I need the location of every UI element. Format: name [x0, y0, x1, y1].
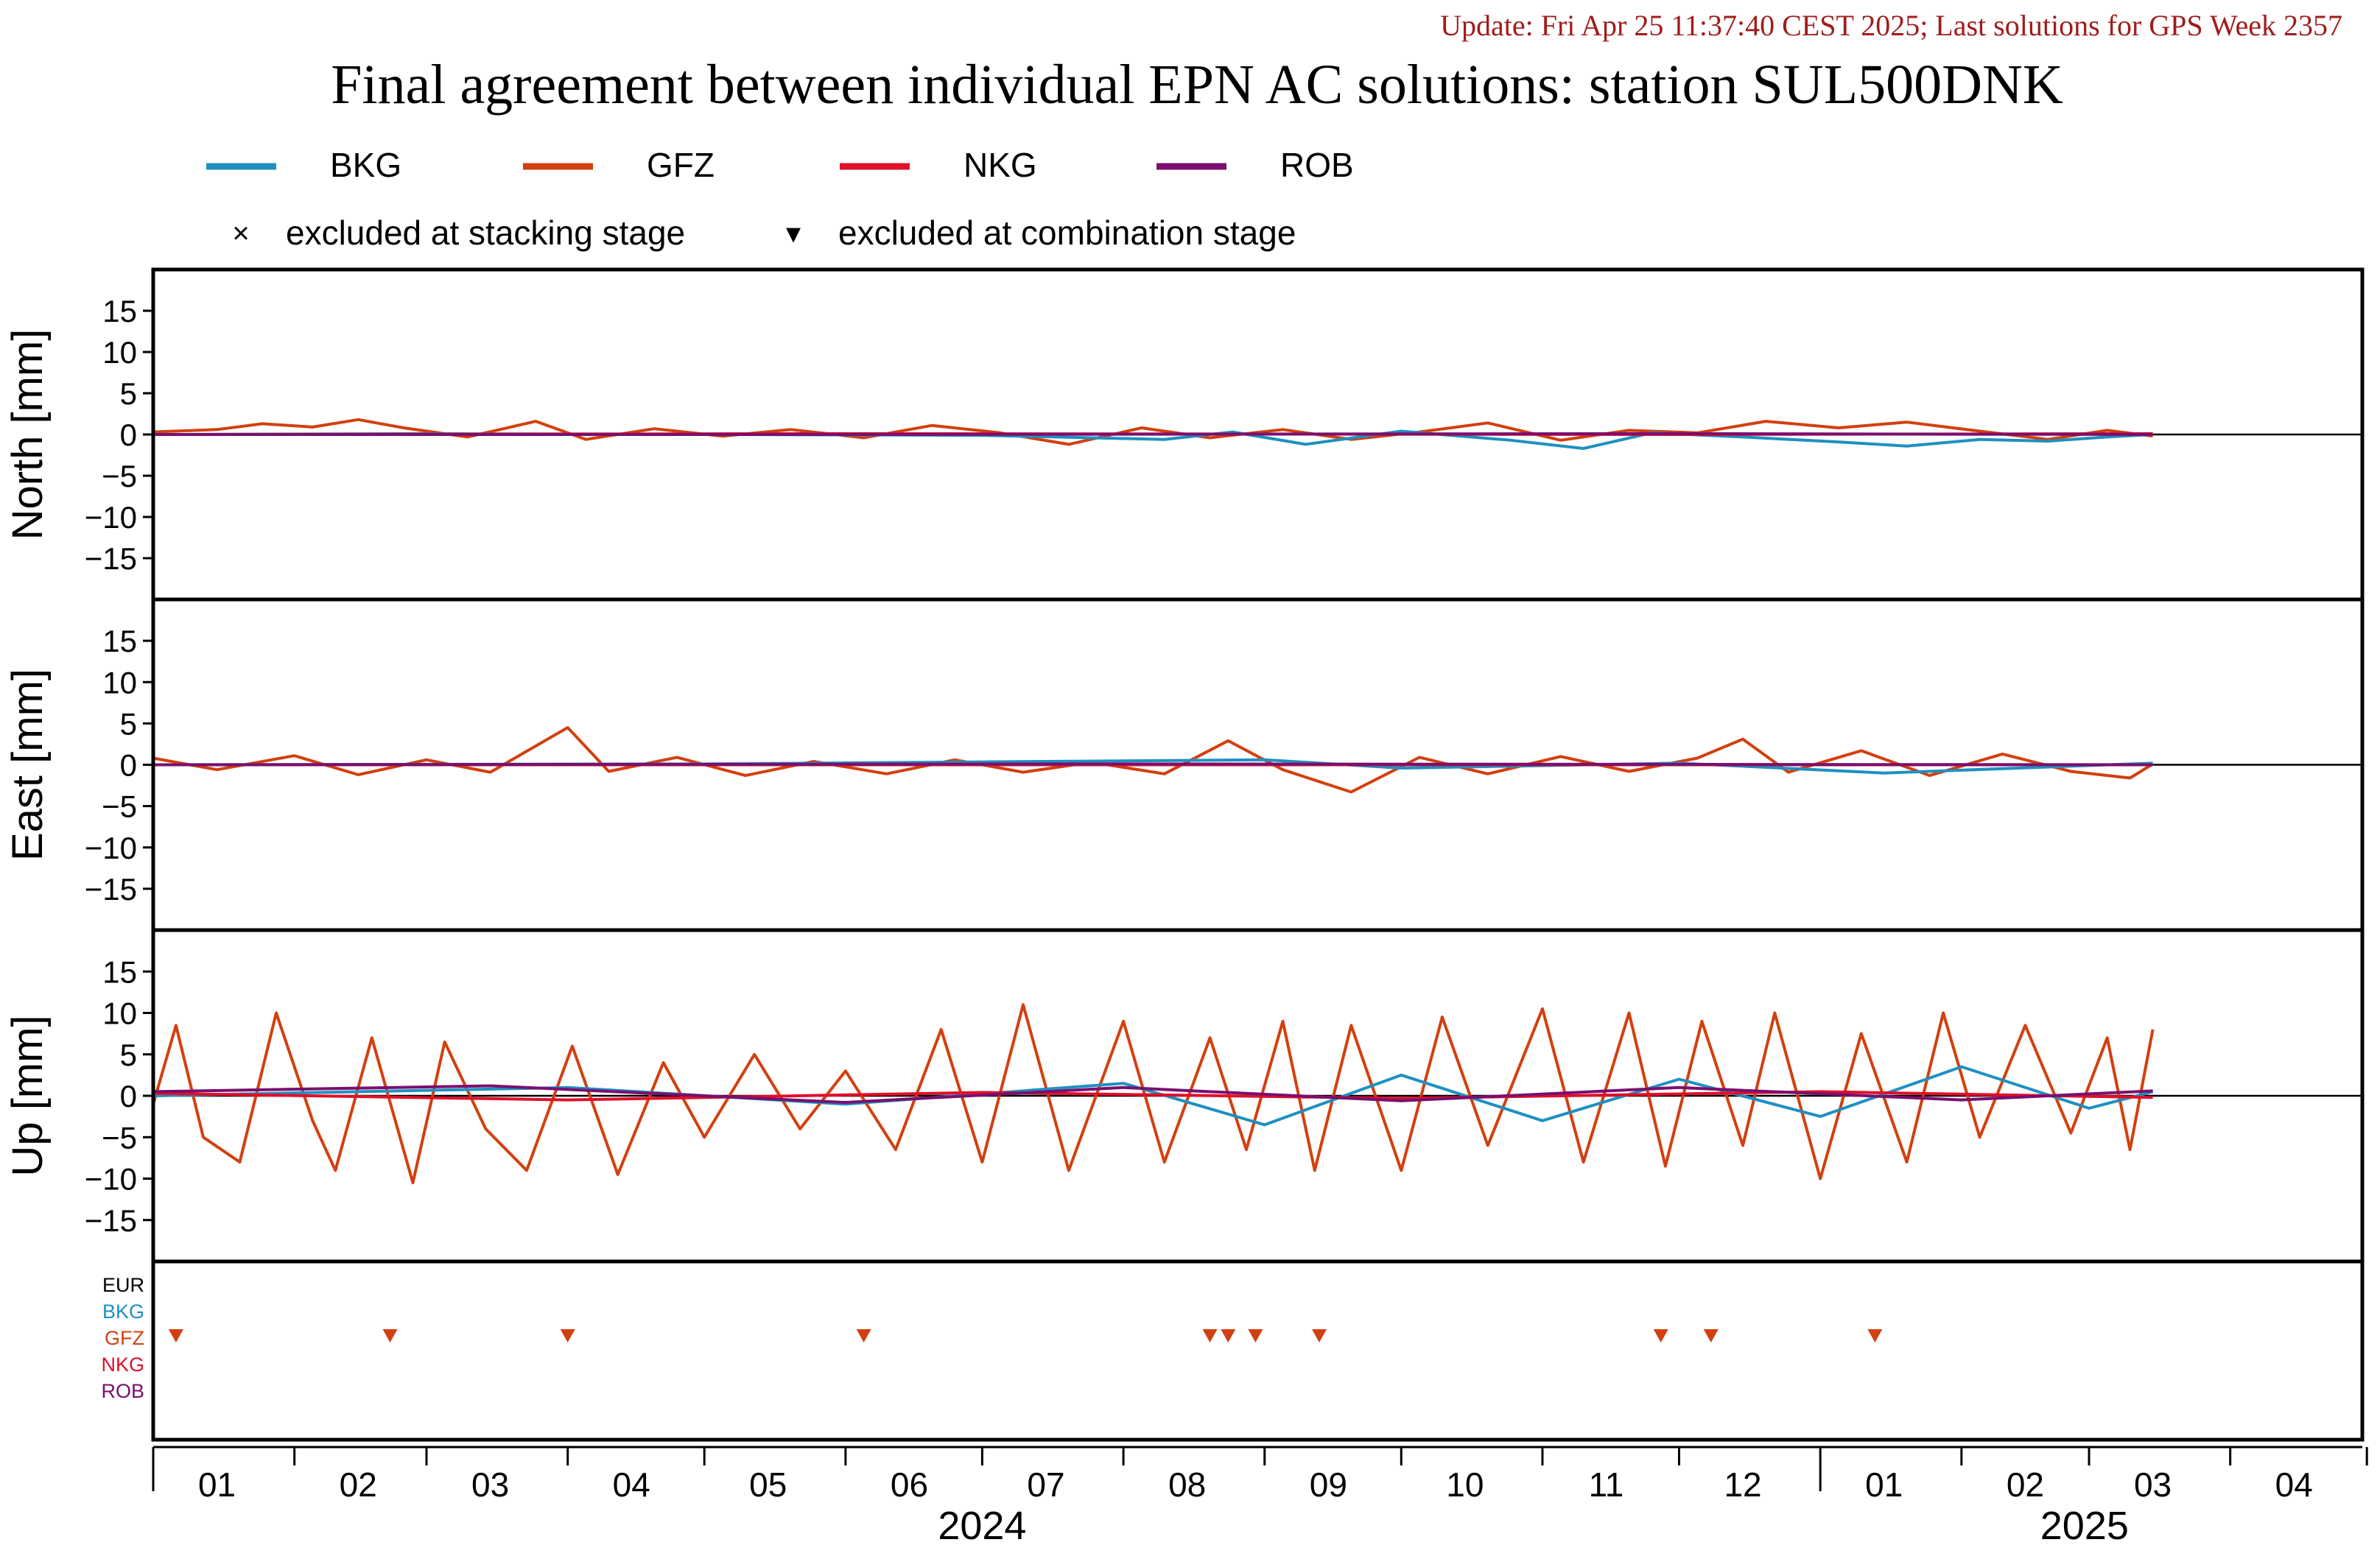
y-tick-label: −10: [85, 831, 137, 865]
chart-title: Final agreement between individual EPN A…: [331, 54, 2063, 116]
plot-panels: 15 10 5 0 −5 −10 −15 North [mm] 15 10 5 0 −5 −10 −15 Ea…: [4, 267, 2365, 1442]
panel-up: 15 10 5 0 −5 −10 −15 Up [mm]: [4, 928, 2365, 1264]
panel-east: 15 10 5 0 −5 −10 −15 East [mm]: [4, 597, 2365, 932]
legend-label-rob: ROB: [1280, 146, 1354, 184]
y-tick-label: −5: [102, 459, 137, 493]
exclusion-row-label: NKG: [101, 1354, 144, 1376]
y-axis-label: Up [mm]: [4, 1015, 52, 1176]
x-month-label: 02: [340, 1465, 377, 1504]
excluded-combination-marker: [382, 1329, 398, 1342]
y-tick-label: −10: [85, 500, 137, 535]
legend: BKG GFZ NKG ROB × excluded at stacking stage ▾…: [206, 146, 1354, 252]
excluded-combination-marker: [1311, 1329, 1327, 1342]
y-tick-label: 0: [120, 1079, 137, 1113]
y-tick-label: 0: [120, 418, 137, 452]
y-tick-label: −15: [85, 541, 137, 576]
y-tick-label: 0: [120, 748, 137, 783]
x-axis: 01 02 03 04 05 06 07 08 09 10 11 12 01 02 03 04 2024 2025: [152, 1446, 2368, 1545]
excluded-combination-marker: [560, 1329, 575, 1342]
legend-label-bkg: BKG: [330, 146, 401, 184]
x-month-label: 06: [891, 1465, 928, 1504]
x-month-label: 05: [749, 1465, 787, 1504]
legend-stacking-label: excluded at stacking stage: [286, 214, 685, 252]
y-tick-label: −5: [102, 1120, 137, 1155]
series-rob: [152, 1084, 2153, 1104]
legend-cross-icon: ×: [232, 217, 249, 250]
x-month-label: 03: [471, 1465, 509, 1504]
series-nkg: [152, 1090, 2153, 1102]
y-tick-label: 10: [102, 665, 137, 700]
panel-north: 15 10 5 0 −5 −10 −15 North [mm]: [4, 267, 2365, 602]
excluded-combination-marker: [1202, 1329, 1218, 1342]
x-month-label: 03: [2134, 1465, 2172, 1504]
legend-triangle-icon: ▾: [786, 217, 801, 250]
y-tick-label: −10: [85, 1162, 137, 1197]
x-month-label: 04: [613, 1465, 650, 1504]
y-tick-label: 5: [120, 376, 137, 411]
x-month-label: 02: [2007, 1465, 2044, 1504]
y-tick-label: −15: [85, 1203, 137, 1238]
excluded-combination-marker: [1867, 1329, 1883, 1342]
y-tick-label: −15: [85, 872, 137, 907]
y-axis-label: East [mm]: [4, 669, 52, 861]
y-tick-label: 5: [120, 1038, 137, 1072]
x-year-label: 2024: [938, 1504, 1026, 1545]
y-tick-label: 5: [120, 706, 137, 741]
update-timestamp: Update: Fri Apr 25 11:37:40 CEST 2025; L…: [1440, 9, 2342, 42]
exclusion-row-label: BKG: [102, 1301, 144, 1323]
excluded-combination-marker: [1221, 1329, 1236, 1342]
y-tick-label: 15: [102, 294, 137, 328]
legend-combination-label: excluded at combination stage: [838, 214, 1296, 252]
excluded-combination-marker: [1703, 1329, 1719, 1342]
excluded-combination-marker: [168, 1329, 183, 1342]
y-tick-label: −5: [102, 789, 137, 824]
x-month-label: 08: [1168, 1465, 1206, 1504]
x-month-label: 11: [1589, 1465, 1624, 1504]
x-month-label: 09: [1310, 1465, 1347, 1504]
y-tick-label: 10: [102, 335, 137, 370]
x-month-label: 10: [1446, 1465, 1484, 1504]
exclusions-frame: [151, 1259, 2365, 1442]
y-tick-label: 10: [102, 996, 137, 1031]
x-month-label: 07: [1027, 1465, 1064, 1504]
y-tick-label: 15: [102, 624, 137, 658]
series-gfz: [152, 418, 2153, 446]
legend-label-gfz: GFZ: [647, 146, 715, 184]
series-gfz: [152, 1003, 2155, 1185]
x-year-label: 2025: [2040, 1504, 2129, 1545]
exclusion-row-label: EUR: [102, 1274, 144, 1296]
x-month-label: 12: [1724, 1465, 1761, 1504]
x-month-label: 01: [1865, 1465, 1903, 1504]
excluded-combination-marker: [1248, 1329, 1263, 1342]
legend-label-nkg: NKG: [963, 146, 1037, 184]
exclusion-row-label: GFZ: [105, 1327, 144, 1349]
x-month-label: 04: [2275, 1465, 2313, 1504]
x-month-label: 01: [198, 1465, 236, 1504]
exclusion-row-label: ROB: [101, 1380, 144, 1402]
y-tick-label: 15: [102, 954, 137, 989]
y-axis-label: North [mm]: [4, 329, 52, 541]
exclusions-panel: EUR BKG GFZ NKG ROB: [101, 1259, 2365, 1442]
excluded-combination-marker: [856, 1329, 871, 1342]
excluded-combination-marker: [1653, 1329, 1668, 1342]
